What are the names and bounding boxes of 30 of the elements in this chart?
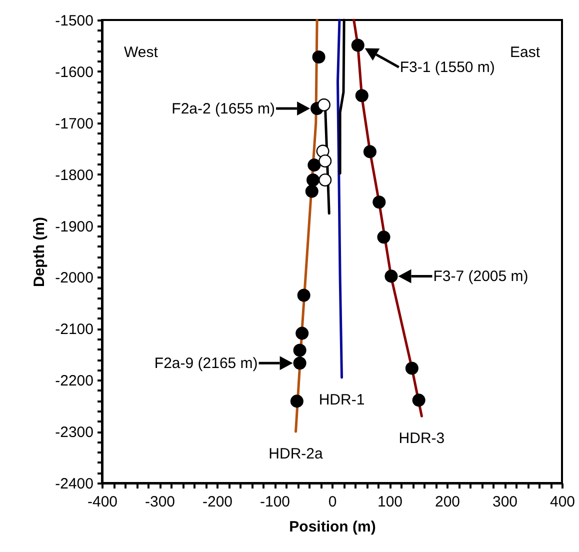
annotation: F3-7 (2005 m) — [433, 268, 528, 286]
y-tick-label: -2400 — [55, 476, 94, 492]
annotation: East — [510, 44, 541, 61]
x-tick-label: -300 — [144, 494, 176, 510]
y-tick-label: -1900 — [55, 218, 94, 236]
y-tick-label: -1800 — [55, 166, 94, 184]
x-tick-label: 100 — [377, 494, 403, 510]
series-label: HDR-1 — [318, 392, 365, 409]
annotation: West — [124, 44, 159, 61]
y-tick-label: -1600 — [55, 64, 94, 81]
annotation: F2a-9 (2165 m) — [154, 355, 258, 372]
x-tick-label: 300 — [492, 494, 518, 510]
y-tick-label: -2000 — [55, 270, 94, 287]
x-tick-label: -100 — [260, 494, 290, 510]
annotation: F2a-2 (1655 m) — [172, 100, 276, 118]
x-tick-label: -200 — [202, 494, 233, 510]
x-axis-title: Position (m) — [289, 518, 376, 536]
y-tick-label: -2100 — [55, 321, 94, 338]
x-tick-label: 0 — [328, 494, 337, 510]
annotation: F3-1 (1550 m) — [400, 59, 495, 76]
y-tick-label: -2300 — [55, 424, 94, 442]
x-tick-label: 400 — [550, 494, 576, 510]
y-tick-label: -1700 — [55, 115, 94, 132]
x-tick-label: 200 — [434, 494, 460, 510]
y-axis-title: Depth (m) — [31, 217, 48, 287]
series-label: HDR-3 — [398, 430, 445, 448]
series-label: HDR-2a — [268, 446, 324, 463]
y-tick-label: -2200 — [55, 372, 94, 390]
y-tick-label: -1500 — [55, 12, 94, 30]
x-tick-label: -400 — [87, 494, 118, 510]
